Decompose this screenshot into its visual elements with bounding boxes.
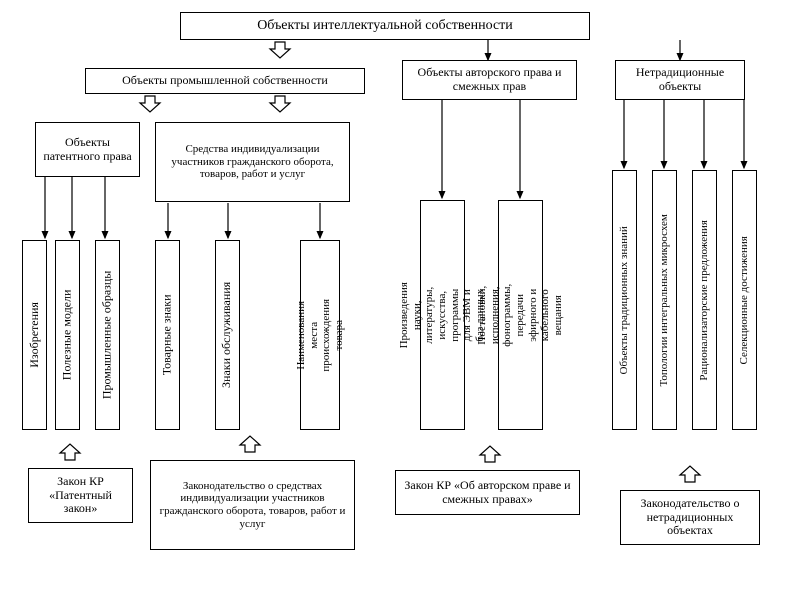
vbox-breeding: Селекционные достижения [732,170,757,430]
box-law_patent: Закон КР «Патентный закон» [28,468,133,523]
vbox-trademarks: Товарные знаки [155,240,180,430]
vbox-service_marks: Знаки обслуживания [215,240,240,430]
vbox-performances: Постановки, исполнения, фонограммы, пере… [498,200,543,430]
box-root: Объекты интеллектуальной собственности [180,12,590,40]
vbox-origin: Наименования места происхождения товара [300,240,340,430]
vbox-models: Полезные модели [55,240,80,430]
box-individualization: Средства индивидуализации участников гра… [155,122,350,202]
vbox-works: Произведения науки, литературы, искусств… [420,200,465,430]
box-copyright: Объекты авторского права и смежных прав [402,60,577,100]
box-law_individualization: Законодательство о средствах индивидуали… [150,460,355,550]
box-law_nontraditional: Законодательство о нетрадиционных объект… [620,490,760,545]
vbox-rationalization: Рационализаторские предложения [692,170,717,430]
vbox-industrial_designs: Промышленные образцы [95,240,120,430]
box-industrial: Объекты промышленной собственности [85,68,365,94]
vbox-topology: Топологии интегральных микросхем [652,170,677,430]
box-law_copyright: Закон КР «Об авторском праве и смежных п… [395,470,580,515]
box-nontraditional: Нетрадиционные объекты [615,60,745,100]
vbox-traditional: Объекты традиционных знаний [612,170,637,430]
box-patent: Объекты патентного права [35,122,140,177]
vbox-inventions: Изобретения [22,240,47,430]
